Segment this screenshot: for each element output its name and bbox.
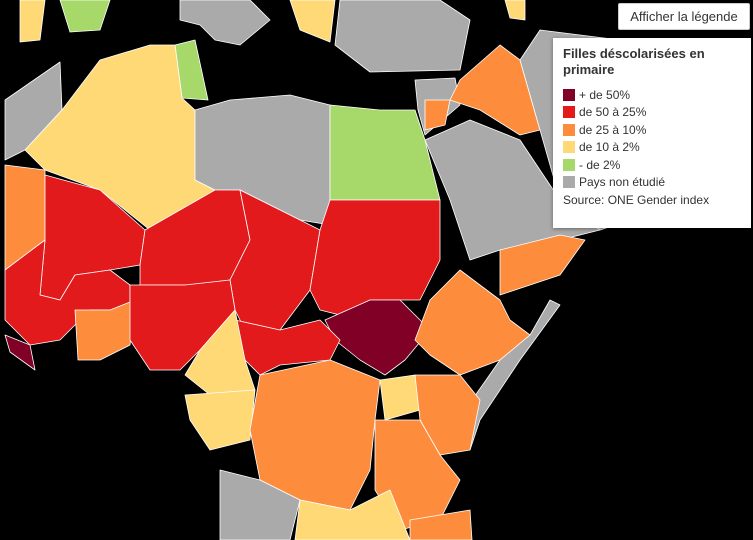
legend-label: de 25 à 10%	[579, 122, 647, 137]
legend-label: + de 50%	[579, 87, 631, 102]
legend-label: - de 2%	[579, 157, 621, 172]
show-legend-button[interactable]: Afficher la légende	[618, 3, 750, 30]
country	[324, 299, 431, 376]
legend-item: de 50 à 25%	[563, 104, 741, 122]
country	[184, 389, 256, 451]
country	[449, 44, 541, 136]
country	[289, 0, 336, 43]
legend-item: de 10 à 2%	[563, 139, 741, 157]
country	[194, 94, 331, 226]
legend-title: Filles déscolarisées en primaire	[563, 46, 705, 77]
country	[19, 0, 46, 43]
legend-source: Source: ONE Gender index	[563, 193, 710, 207]
legend-swatch	[563, 88, 575, 101]
country	[249, 359, 381, 511]
country	[499, 234, 586, 296]
legend-item: - de 2%	[563, 156, 741, 174]
country	[179, 0, 271, 46]
legend-swatch	[563, 158, 575, 171]
legend-label: Pays non étudié	[579, 175, 666, 190]
country	[219, 469, 301, 540]
country	[309, 199, 441, 316]
legend-swatch	[563, 123, 575, 136]
country	[334, 0, 471, 73]
country	[74, 299, 136, 361]
country	[504, 0, 526, 21]
country	[294, 489, 411, 540]
legend: Filles déscolarisées en primaire + de 50…	[553, 38, 751, 228]
country	[59, 0, 111, 33]
legend-label: de 50 à 25%	[579, 105, 647, 120]
country	[4, 334, 36, 371]
legend-items: + de 50% de 50 à 25% de 25 à 10% de 10 à 2%…	[563, 86, 741, 191]
country	[424, 99, 451, 131]
country	[379, 374, 421, 421]
legend-label: de 10 à 2%	[579, 140, 640, 155]
legend-swatch	[563, 141, 575, 154]
legend-swatch	[563, 106, 575, 119]
legend-item: de 25 à 10%	[563, 121, 741, 139]
country	[409, 509, 473, 540]
legend-item: Pays non étudié	[563, 174, 741, 192]
legend-item: + de 50%	[563, 86, 741, 104]
legend-swatch	[563, 176, 575, 189]
